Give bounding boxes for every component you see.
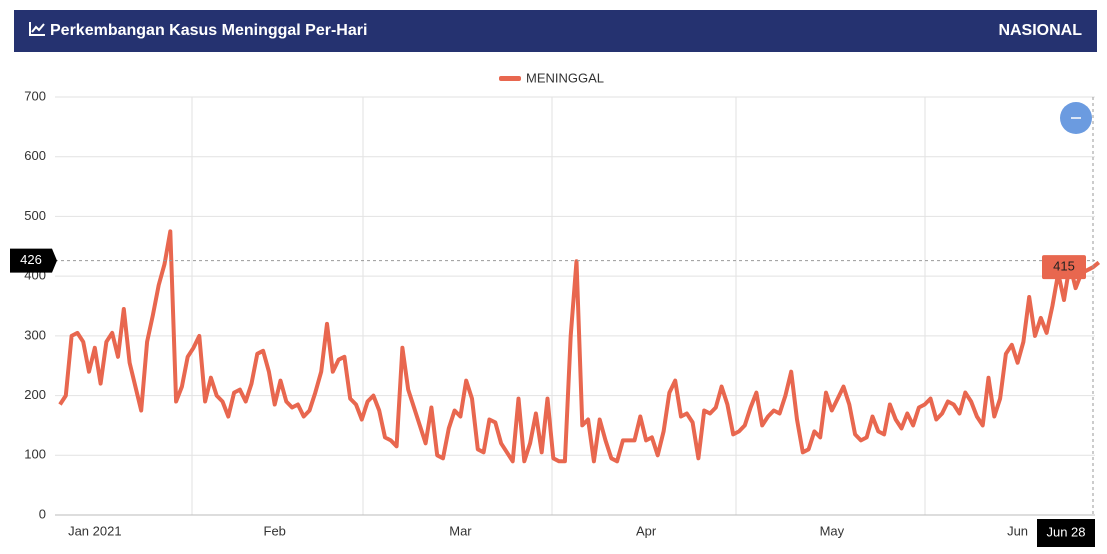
zoom-button[interactable] <box>1060 102 1092 134</box>
crosshair-x-box <box>1037 519 1095 547</box>
y-tick-label: 500 <box>24 208 46 223</box>
vertical-grid <box>191 97 926 515</box>
y-tick-label: 600 <box>24 148 46 163</box>
tooltip-box <box>1042 255 1086 280</box>
y-tick-label: 200 <box>24 387 46 402</box>
legend-swatch <box>499 76 521 81</box>
crosshair-x-label: Jun 28 <box>1046 524 1085 539</box>
data-line <box>58 229 1101 464</box>
tooltip-value: 415 <box>1053 259 1075 274</box>
y-tick-label: 100 <box>24 447 46 462</box>
header-bar <box>14 10 1097 52</box>
x-tick-label: Apr <box>636 523 657 538</box>
header-title: Perkembangan Kasus Meninggal Per-Hari <box>50 22 367 39</box>
crosshair-y-box <box>10 248 57 273</box>
x-tick-label: Feb <box>264 523 286 538</box>
x-tick-label: Mar <box>449 523 472 538</box>
y-tick-label: 0 <box>39 506 46 521</box>
x-tick-label: Jan 2021 <box>68 523 122 538</box>
legend-label: MENINGGAL <box>526 70 604 85</box>
x-tick-label: Jun <box>1007 523 1028 538</box>
y-tick-label: 300 <box>24 327 46 342</box>
y-tick-label: 700 <box>24 88 46 103</box>
chart-icon <box>29 22 45 36</box>
crosshair-y-label: 426 <box>20 252 42 267</box>
header-region: NASIONAL <box>998 22 1082 39</box>
x-tick-label: May <box>820 523 845 538</box>
